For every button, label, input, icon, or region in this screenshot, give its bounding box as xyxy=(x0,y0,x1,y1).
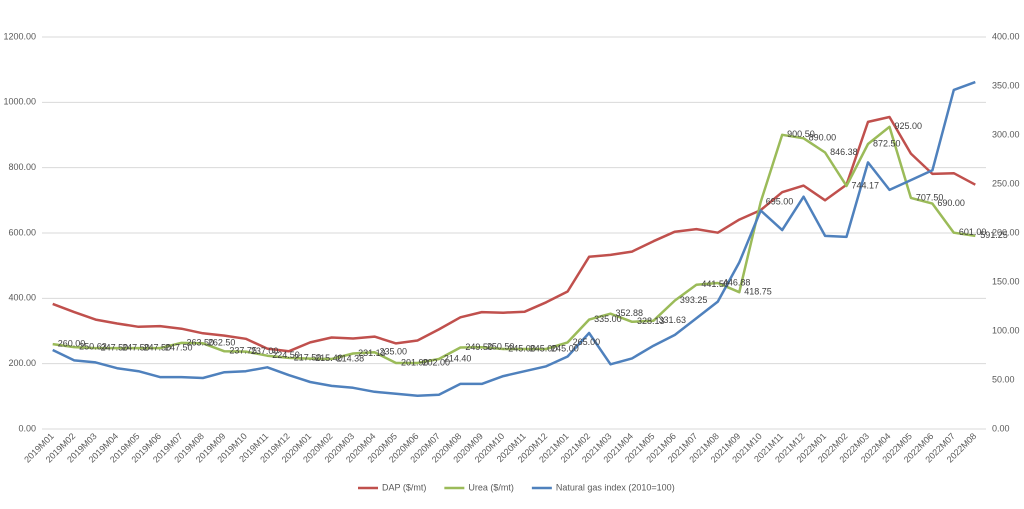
data-label: 846.38 xyxy=(830,147,858,157)
data-label: 328.13 xyxy=(637,316,665,326)
y2-tick-label: 100.00 xyxy=(992,325,1020,335)
data-label: 335.00 xyxy=(594,314,622,324)
series-line xyxy=(52,80,976,397)
data-label: 331.63 xyxy=(658,315,686,325)
data-label: 418.75 xyxy=(744,287,772,297)
data-label: 872.50 xyxy=(873,138,901,148)
y2-tick-label: 350.00 xyxy=(992,80,1020,90)
series-line xyxy=(52,115,976,353)
y2-tick-label: 400.00 xyxy=(992,31,1020,41)
y-tick-label: 600.00 xyxy=(8,227,36,237)
legend-label: Natural gas index (2010=100) xyxy=(556,482,675,492)
data-label: 214.40 xyxy=(444,353,472,363)
y2-tick-label: 200.00 xyxy=(992,227,1020,237)
data-label: 249.50 xyxy=(465,342,493,352)
y2-tick-label: 250.00 xyxy=(992,178,1020,188)
data-label: 247.50 xyxy=(165,343,193,353)
data-label: 441.50 xyxy=(701,279,729,289)
data-label: 202.00 xyxy=(422,357,450,367)
data-label: 247.50 xyxy=(122,343,150,353)
data-label: 250.50 xyxy=(487,342,515,352)
data-label: 262.50 xyxy=(208,338,236,348)
data-label: 690.00 xyxy=(937,198,965,208)
data-label: 237.75 xyxy=(229,346,257,356)
legend-label: DAP ($/mt) xyxy=(382,482,426,492)
data-label: 237.00 xyxy=(251,346,279,356)
data-label: 900.50 xyxy=(787,129,815,139)
data-label: 890.00 xyxy=(809,133,837,143)
data-label: 250.63 xyxy=(79,342,107,352)
data-label: 201.90 xyxy=(401,357,429,367)
y-tick-label: 800.00 xyxy=(8,162,36,172)
data-label: 591.25 xyxy=(980,230,1008,240)
y-tick-label: 400.00 xyxy=(8,293,36,303)
data-label: 214.38 xyxy=(337,353,365,363)
data-label: 352.88 xyxy=(616,308,644,318)
data-label: 245.00 xyxy=(530,343,558,353)
data-label: 393.25 xyxy=(680,295,708,305)
data-label: 265.00 xyxy=(573,337,601,347)
data-label: 235.00 xyxy=(380,347,408,357)
y-tick-label: 1200.00 xyxy=(3,31,36,41)
y-tick-label: 200.00 xyxy=(8,358,36,368)
data-label: 247.50 xyxy=(101,343,129,353)
data-label: 744.17 xyxy=(852,180,880,190)
data-label: 224.50 xyxy=(272,350,300,360)
data-label: 215.40 xyxy=(315,353,343,363)
data-label: 925.00 xyxy=(894,121,922,131)
y2-tick-label: 150.00 xyxy=(992,276,1020,286)
y2-tick-label: 0.00 xyxy=(992,423,1010,433)
data-label: 247.50 xyxy=(144,343,172,353)
data-label: 446.88 xyxy=(723,277,751,287)
data-label: 263.50 xyxy=(186,337,214,347)
data-label: 217.50 xyxy=(294,352,322,362)
y2-tick-label: 300.00 xyxy=(992,129,1020,139)
legend-label: Urea ($/mt) xyxy=(468,482,514,492)
data-label: 260.00 xyxy=(58,338,86,348)
y2-tick-label: 50.00 xyxy=(992,374,1015,384)
data-label: 245.00 xyxy=(508,343,536,353)
series-line xyxy=(52,125,976,365)
data-label: 695.00 xyxy=(766,196,794,206)
data-label: 231.13 xyxy=(358,348,386,358)
y-tick-label: 0.00 xyxy=(18,423,36,433)
data-label: 707.50 xyxy=(916,192,944,202)
data-label: 601.00 xyxy=(959,227,987,237)
data-label: 245.00 xyxy=(551,343,579,353)
y-tick-label: 1000.00 xyxy=(3,97,36,107)
